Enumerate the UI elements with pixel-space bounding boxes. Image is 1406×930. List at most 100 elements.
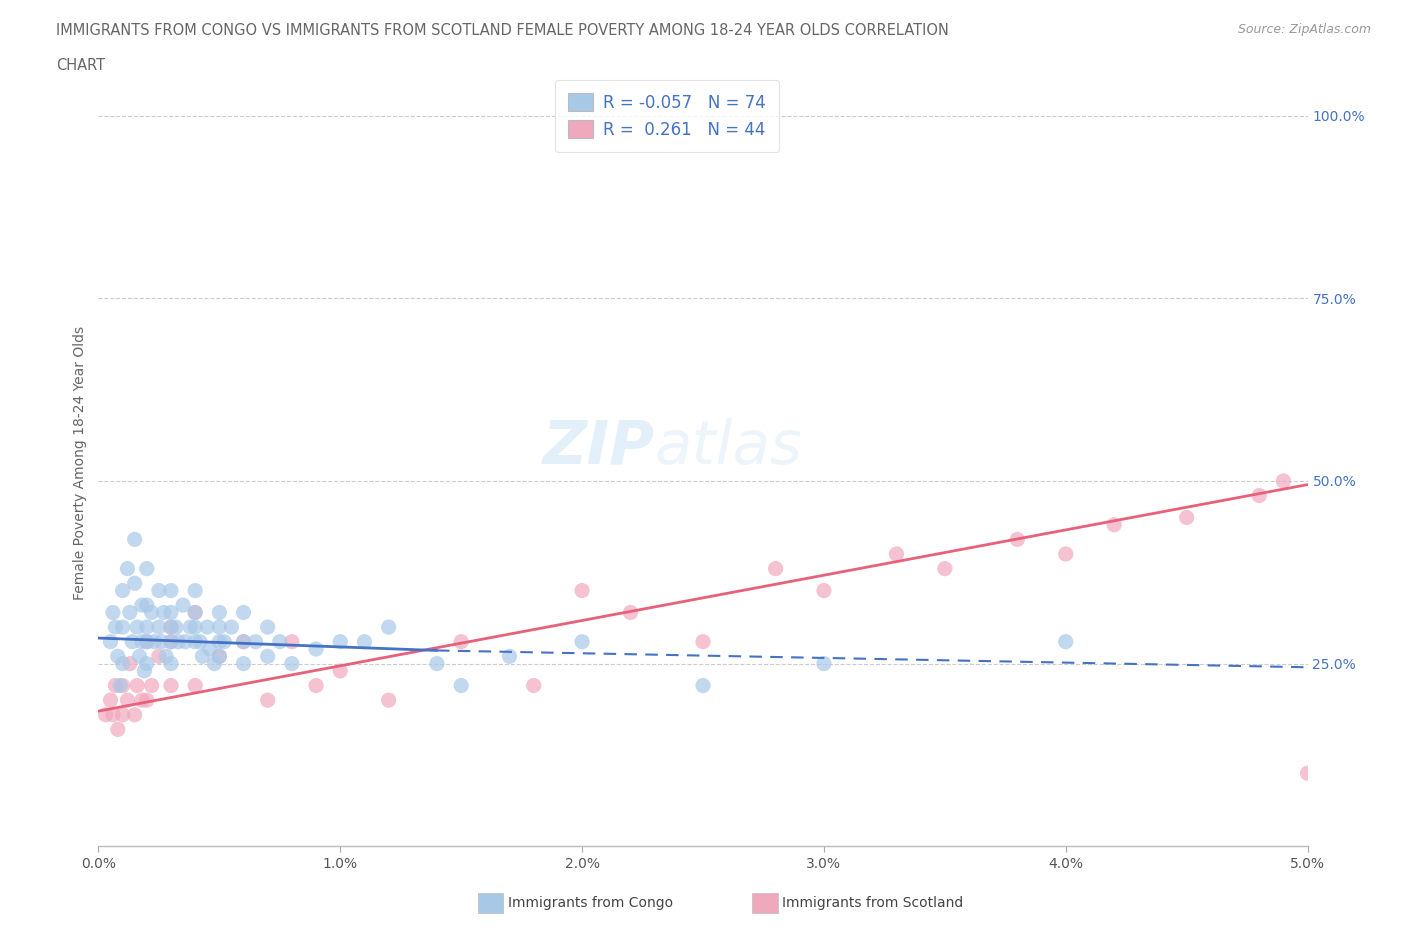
Point (111, 583, 134, 598)
Point (184, 583, 207, 598)
Point (150, 634, 173, 649)
Point (212, 634, 235, 649)
Point (160, 619, 183, 634)
Point (1249, 488, 1271, 503)
Text: CHART: CHART (56, 58, 105, 73)
Point (107, 722, 129, 737)
Point (1272, 473, 1295, 488)
Point (179, 619, 201, 634)
Point (1102, 517, 1125, 532)
Point (160, 634, 183, 649)
Text: atlas: atlas (655, 418, 803, 477)
Point (124, 532, 146, 547)
Point (692, 634, 714, 649)
Point (104, 619, 127, 634)
Point (160, 619, 183, 634)
Point (204, 657, 226, 671)
Point (329, 663, 352, 678)
Point (221, 619, 243, 634)
Point (184, 634, 207, 649)
Point (256, 649, 278, 664)
Point (111, 708, 134, 723)
Point (208, 634, 231, 649)
Point (498, 649, 520, 664)
Point (148, 583, 170, 598)
Point (148, 649, 170, 664)
Point (1296, 765, 1319, 780)
Point (232, 657, 254, 671)
Point (127, 678, 149, 693)
Point (131, 693, 153, 708)
Point (131, 634, 153, 649)
Point (128, 649, 150, 664)
Text: IMMIGRANTS FROM CONGO VS IMMIGRANTS FROM SCOTLAND FEMALE POVERTY AMONG 18-24 YEA: IMMIGRANTS FROM CONGO VS IMMIGRANTS FROM… (56, 23, 949, 38)
Point (281, 634, 304, 649)
Point (450, 678, 472, 693)
Point (232, 634, 254, 649)
Point (121, 634, 143, 649)
Point (118, 657, 141, 671)
Y-axis label: Female Poverty Among 18-24 Year Olds: Female Poverty Among 18-24 Year Olds (73, 326, 87, 600)
Point (148, 619, 170, 634)
Point (692, 678, 714, 693)
Point (134, 663, 156, 678)
Point (208, 605, 231, 620)
Point (160, 583, 183, 598)
Point (184, 605, 207, 620)
Point (131, 598, 153, 613)
Point (571, 583, 593, 598)
Point (111, 678, 134, 693)
Point (143, 634, 166, 649)
Point (571, 634, 593, 649)
Point (269, 634, 291, 649)
Point (195, 619, 218, 634)
Point (172, 598, 194, 613)
Point (100, 634, 122, 649)
Point (135, 693, 157, 708)
Point (111, 657, 134, 671)
Point (426, 657, 449, 671)
Point (184, 678, 207, 693)
Point (305, 678, 328, 693)
Point (100, 693, 122, 708)
Point (184, 619, 207, 634)
Point (135, 598, 157, 613)
Point (377, 619, 399, 634)
Point (117, 561, 139, 576)
Point (160, 657, 183, 671)
Point (886, 547, 908, 562)
Point (124, 708, 146, 723)
Point (135, 657, 157, 671)
Point (141, 605, 163, 620)
Point (765, 561, 787, 576)
Point (523, 678, 546, 693)
Point (94, 708, 117, 723)
Point (124, 576, 146, 591)
Point (165, 619, 187, 634)
Point (101, 605, 124, 620)
Point (167, 634, 190, 649)
Point (174, 634, 197, 649)
Text: Source: ZipAtlas.com: Source: ZipAtlas.com (1237, 23, 1371, 36)
Point (107, 649, 129, 664)
Point (232, 605, 254, 620)
Point (934, 561, 956, 576)
Point (135, 634, 157, 649)
Point (117, 693, 139, 708)
Point (160, 634, 183, 649)
Point (619, 605, 641, 620)
Point (208, 649, 231, 664)
Point (191, 649, 214, 664)
Point (188, 634, 211, 649)
Point (160, 605, 183, 620)
Point (232, 634, 254, 649)
Point (135, 561, 157, 576)
Point (155, 649, 177, 664)
Point (135, 619, 157, 634)
Point (256, 693, 278, 708)
Point (329, 634, 352, 649)
Point (101, 708, 124, 723)
Point (208, 619, 231, 634)
Point (104, 678, 127, 693)
Point (1054, 547, 1077, 562)
